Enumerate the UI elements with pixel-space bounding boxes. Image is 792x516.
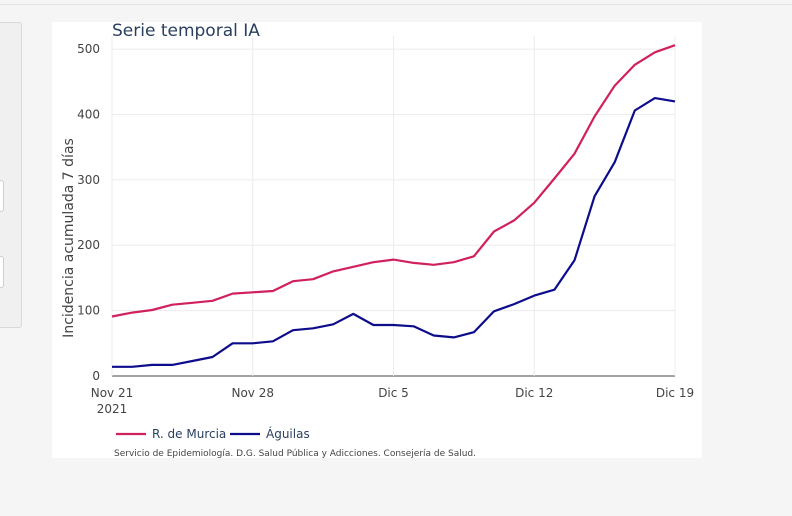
y-tick-label: 200: [77, 238, 100, 252]
sidebar-control[interactable]: [0, 256, 4, 288]
x-tick-label: Dic 19: [656, 386, 694, 400]
series-line-aguilas: [112, 96, 676, 368]
chart-container: Serie temporal IA 0 100 200 300 400 500 Nov 2…: [52, 22, 702, 458]
sidebar-panel: [0, 22, 22, 328]
y-axis-ticks: 0 100 200 300 400 500: [77, 42, 100, 383]
y-tick-label: 500: [77, 42, 100, 56]
legend-label: Águilas: [266, 426, 310, 441]
chart-title: Serie temporal IA: [112, 22, 260, 41]
y-tick-label: 100: [77, 304, 100, 318]
legend-item[interactable]: Águilas: [230, 426, 310, 441]
x-tick-label: Dic 5: [378, 386, 409, 400]
x-axis-ticks: Nov 21 2021 Nov 28 Dic 5 Dic 12 Dic 19: [91, 386, 694, 416]
series-line-murcia: [111, 44, 676, 318]
y-tick-label: 0: [92, 369, 100, 383]
top-divider: [0, 4, 792, 5]
y-tick-label: 400: [77, 107, 100, 121]
y-tick-label: 300: [77, 173, 100, 187]
source-note: Servicio de Epidemiología. D.G. Salud Pú…: [114, 449, 476, 458]
line-chart: Serie temporal IA 0 100 200 300 400 500 Nov 2…: [61, 22, 694, 458]
grid: [111, 36, 676, 377]
x-tick-year-label: 2021: [97, 402, 128, 416]
legend-item[interactable]: R. de Murcia: [116, 427, 226, 441]
sidebar-control[interactable]: [0, 180, 4, 212]
legend-label: R. de Murcia: [152, 427, 226, 441]
x-tick-label: Nov 28: [231, 386, 274, 400]
series-lines: [111, 44, 676, 368]
legend[interactable]: R. de Murcia Águilas: [116, 426, 310, 441]
x-tick-label: Dic 12: [515, 386, 553, 400]
x-tick-label: Nov 21: [91, 386, 134, 400]
y-axis-title: Incidencia acumulada 7 días: [61, 138, 77, 338]
